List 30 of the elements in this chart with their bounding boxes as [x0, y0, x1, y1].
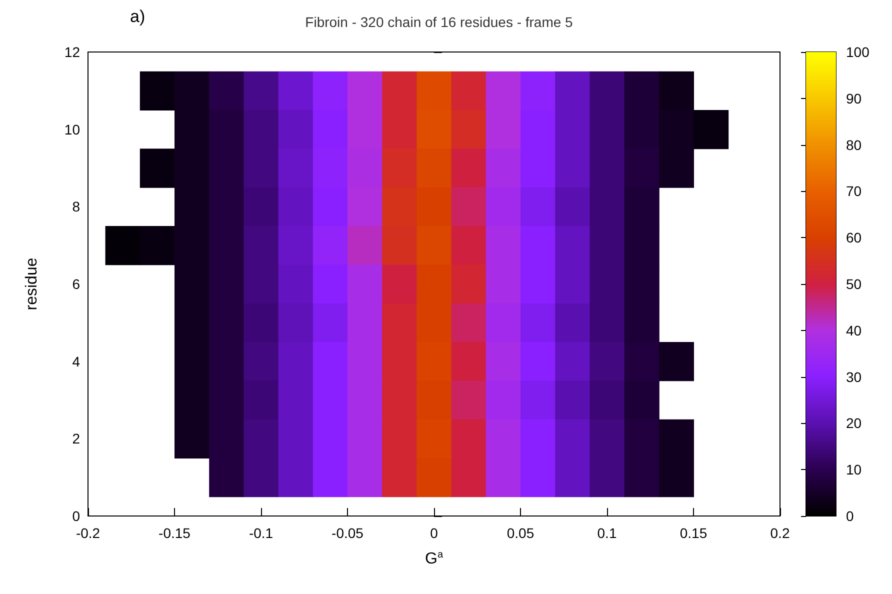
color-bar-label: 30 [846, 368, 862, 385]
x-tick-label: -0.1 [248, 525, 274, 541]
text: a) [130, 7, 146, 26]
color-bar-label: 80 [846, 136, 862, 153]
color-bar-label: 100 [846, 44, 870, 60]
y-axis-title: residue [24, 258, 40, 310]
x-tick-label: -0.05 [332, 525, 364, 541]
x-tick-label: -0.2 [76, 525, 100, 541]
x-tick-label: 0.15 [680, 525, 708, 541]
color-bar-label: 70 [846, 183, 862, 200]
color-bar-label: 60 [846, 230, 862, 246]
y-tick-label: 10 [64, 121, 80, 138]
color-bar-label: 40 [846, 322, 862, 338]
y-tick-label: 8 [72, 198, 80, 215]
y-tick-label: 0 [72, 508, 80, 524]
color-bar-label: 20 [846, 415, 862, 432]
x-tick-label: 0.1 [597, 525, 617, 541]
x-tick-label: 0 [430, 525, 438, 541]
x-tick-label: 0.2 [770, 525, 790, 541]
y-tick-label: 12 [64, 44, 80, 60]
y-tick-label: 2 [72, 430, 80, 447]
color-bar-label: 90 [846, 90, 862, 106]
x-tick-label: -0.15 [158, 525, 191, 541]
color-bar-label: 0 [846, 508, 854, 524]
y-tick-label: 4 [72, 353, 80, 370]
y-tick-label: 6 [72, 276, 80, 292]
chart-title: Fibroin - 320 chain of 16 residues - frame 5 [305, 14, 574, 30]
color-bar-label: 10 [846, 462, 862, 478]
x-tick-label: 0.05 [506, 525, 534, 541]
color-bar-label: 50 [846, 276, 862, 292]
